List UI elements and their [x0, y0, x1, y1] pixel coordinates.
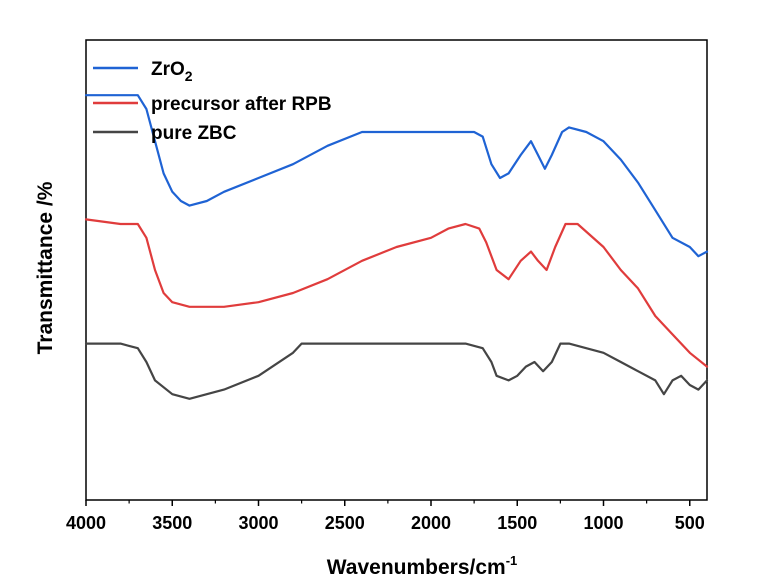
x-tick-label: 4000	[66, 513, 106, 533]
x-tick-label: 3000	[238, 513, 278, 533]
legend-label-0: ZrO2	[151, 59, 193, 84]
x-tick-label: 500	[675, 513, 705, 533]
series-line-0	[84, 94, 709, 258]
series-line-1	[84, 218, 709, 368]
x-tick-label: 2000	[411, 513, 451, 533]
x-tick-label: 3500	[152, 513, 192, 533]
legend-label-text: ZrO	[151, 59, 185, 80]
x-tick-label: 1500	[497, 513, 537, 533]
x-tick-label: 1000	[583, 513, 623, 533]
legend-label-subscript: 2	[185, 68, 193, 84]
x-axis-ticks: 4000 3500 3000 2500 2000 1500 1000 500	[66, 500, 705, 533]
series-line-2	[84, 342, 709, 400]
legend: ZrO2 precursor after RPB pure ZBC	[93, 59, 332, 144]
y-axis-label: Transmittance /%	[34, 181, 57, 354]
legend-label-2: pure ZBC	[151, 123, 237, 144]
legend-label-text: pure ZBC	[151, 123, 237, 144]
legend-label-text: precursor after RPB	[151, 94, 332, 115]
x-axis-label: Wavenumbers/cm-1	[327, 553, 518, 579]
legend-label-1: precursor after RPB	[151, 94, 332, 115]
x-tick-label: 2500	[325, 513, 365, 533]
x-axis-label-superscript: -1	[506, 553, 518, 568]
series-curves	[84, 94, 709, 400]
x-axis-label-main: Wavenumbers/cm	[327, 556, 506, 579]
plot-frame	[85, 39, 708, 501]
